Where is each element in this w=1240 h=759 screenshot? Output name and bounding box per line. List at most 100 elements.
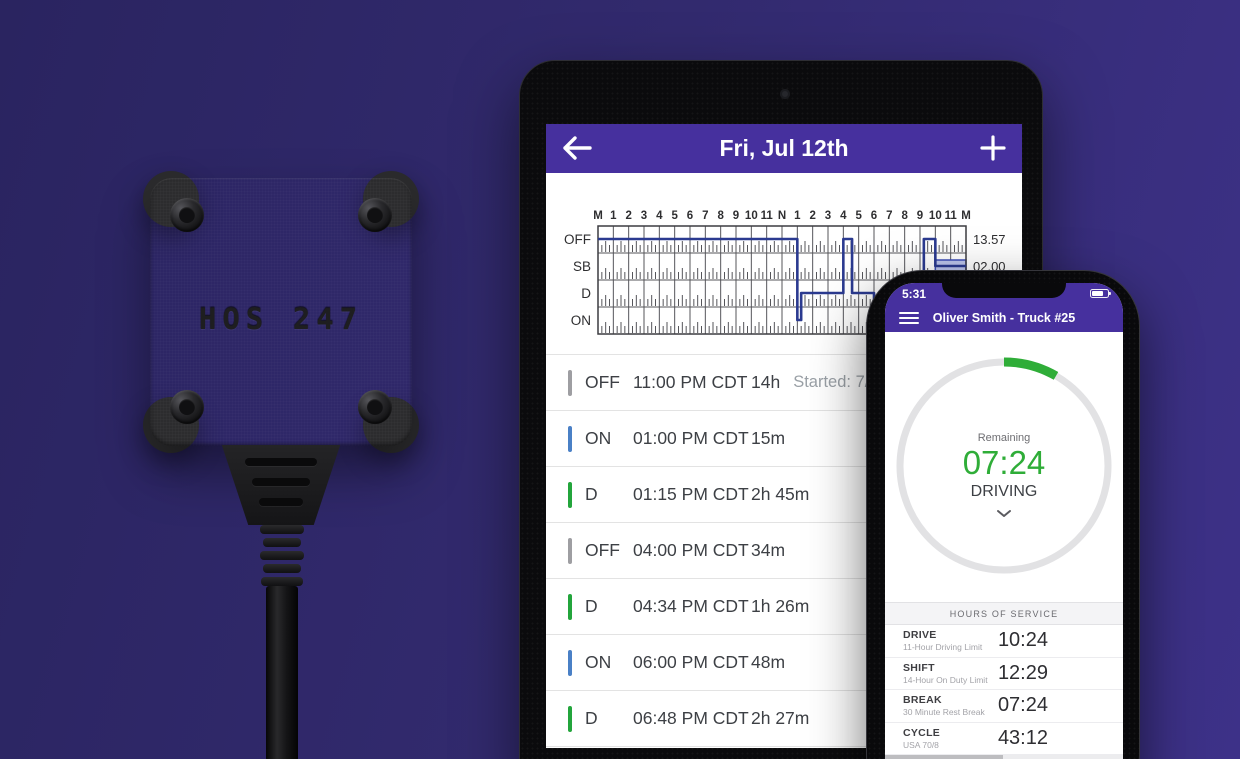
log-row[interactable]: OFF 11:00 PM CDT 14h Started: 7/11 [546,355,1022,411]
phone-notch [942,283,1066,298]
svg-text:3: 3 [641,210,647,222]
log-status: ON [585,652,612,672]
add-log-button[interactable] [978,134,1008,162]
log-time: 01:15 PM CDT [633,484,749,504]
screw-icon [170,390,204,424]
svg-text:M: M [593,210,603,222]
svg-text:4: 4 [656,210,663,222]
hos-name: BREAK [903,694,942,706]
svg-text:4: 4 [840,210,847,222]
status-color-chip [568,481,572,508]
svg-text:3: 3 [825,210,831,222]
svg-text:5: 5 [855,210,862,222]
status-color-chip [568,705,572,732]
hos-value: 43:12 [997,726,1048,749]
log-row[interactable]: ON 06:00 PM CDT 48m [546,635,1022,691]
screw-icon [358,390,392,424]
hos-subtitle: 11-Hour Driving Limit [903,642,983,652]
camera-icon [780,89,790,99]
hos-row-break: BREAK 30 Minute Rest Break 07:24 [885,690,1123,723]
battery-icon [1090,289,1111,298]
arrow-left-icon [563,136,592,160]
hos-subtitle: 30 Minute Rest Break [903,707,985,717]
plus-icon [980,135,1006,161]
log-duration: 1h 26m [751,596,810,616]
status-color-chip [568,537,572,564]
svg-text:N: N [778,210,786,222]
status-color-chip [568,649,572,676]
hos-row-shift: SHIFT 14-Hour On Duty Limit 12:29 [885,658,1123,690]
log-duration: 14h [751,372,781,392]
screw-icon [170,198,204,232]
svg-text:1: 1 [794,210,801,222]
log-row[interactable]: D 04:34 PM CDT 1h 26m [546,579,1022,635]
svg-text:9: 9 [733,210,739,222]
phone-screen: 5:31 Oliver Smith - Truck #25 Remaining … [885,283,1123,759]
log-time: 11:00 PM CDT [633,372,748,392]
svg-text:13.57: 13.57 [973,232,1006,247]
log-row[interactable]: D 01:15 PM CDT 2h 45m [546,467,1022,523]
status-color-chip [568,593,572,620]
remaining-time-value: 07:24 [962,444,1046,481]
svg-text:M: M [961,210,971,222]
svg-text:11: 11 [761,210,774,222]
hos-name: CYCLE [903,726,941,739]
log-status: D [585,484,598,504]
device-brand-label: HOS 247 [198,302,364,336]
svg-text:8: 8 [901,210,908,222]
hos-value: 12:29 [997,661,1048,684]
log-duration: 2h 27m [751,708,810,728]
phone-app-header: Oliver Smith - Truck #25 [885,304,1123,332]
log-row[interactable]: D 06:48 PM CDT 2h 27m [546,691,1022,747]
log-duration: 48m [751,652,786,672]
log-duration: 2h 45m [751,484,810,504]
duty-log-list: OFF 11:00 PM CDT 14h Started: 7/11 ON 01… [546,354,1022,747]
scroll-indicator[interactable] [885,755,1123,759]
chevron-down-icon [997,510,1011,517]
cable-strain-relief [260,525,304,590]
clock-text: 5:31 [902,287,927,301]
svg-text:6: 6 [871,210,877,222]
back-button[interactable] [560,134,594,162]
hos-name: SHIFT [903,661,935,674]
log-row[interactable]: ON 01:00 PM CDT 15m [546,411,1022,467]
hos-row-drive: DRIVE 11-Hour Driving Limit 10:24 [885,625,1123,658]
device-faceplate: HOS 247 [150,178,412,446]
eld-device: HOS 247 [143,171,419,759]
log-date-title: Fri, Jul 12th [719,135,849,161]
phone-device: 5:31 Oliver Smith - Truck #25 Remaining … [866,270,1140,759]
driver-truck-title: Oliver Smith - Truck #25 [932,311,1076,325]
log-note: Started: 7/11 [793,373,887,391]
log-header: Fri, Jul 12th [546,124,1022,173]
menu-button[interactable] [899,312,919,327]
svg-text:7: 7 [702,210,708,222]
svg-text:ON: ON [571,313,591,328]
svg-text:5: 5 [671,210,678,222]
svg-text:SB: SB [573,259,591,274]
gauge-svg [896,357,1112,574]
log-status: D [585,596,598,616]
gauge-duty-status: DRIVING [970,483,1038,500]
svg-text:7: 7 [886,210,892,222]
phone-content: Remaining 07:24 DRIVING HOURS OF SERVICE… [885,332,1123,759]
log-time: 06:48 PM CDT [633,708,749,728]
svg-text:OFF: OFF [564,232,591,247]
log-time: 01:00 PM CDT [633,428,749,448]
log-duration: 34m [751,540,786,560]
svg-text:11: 11 [945,210,958,222]
log-status: OFF [585,540,620,560]
log-time: 04:00 PM CDT [633,540,749,560]
log-time: 04:34 PM CDT [633,596,749,616]
screw-icon [358,198,392,232]
status-color-chip [568,425,572,452]
log-status: OFF [585,372,620,392]
svg-text:6: 6 [687,210,693,222]
log-status: ON [585,428,612,448]
expand-gauge-button[interactable] [996,505,1012,523]
log-row[interactable]: OFF 04:00 PM CDT 34m [546,523,1022,579]
log-time: 06:00 PM CDT [633,652,749,672]
svg-text:8: 8 [717,210,724,222]
gauge-label: Remaining [977,432,1031,444]
status-color-chip [568,369,572,396]
